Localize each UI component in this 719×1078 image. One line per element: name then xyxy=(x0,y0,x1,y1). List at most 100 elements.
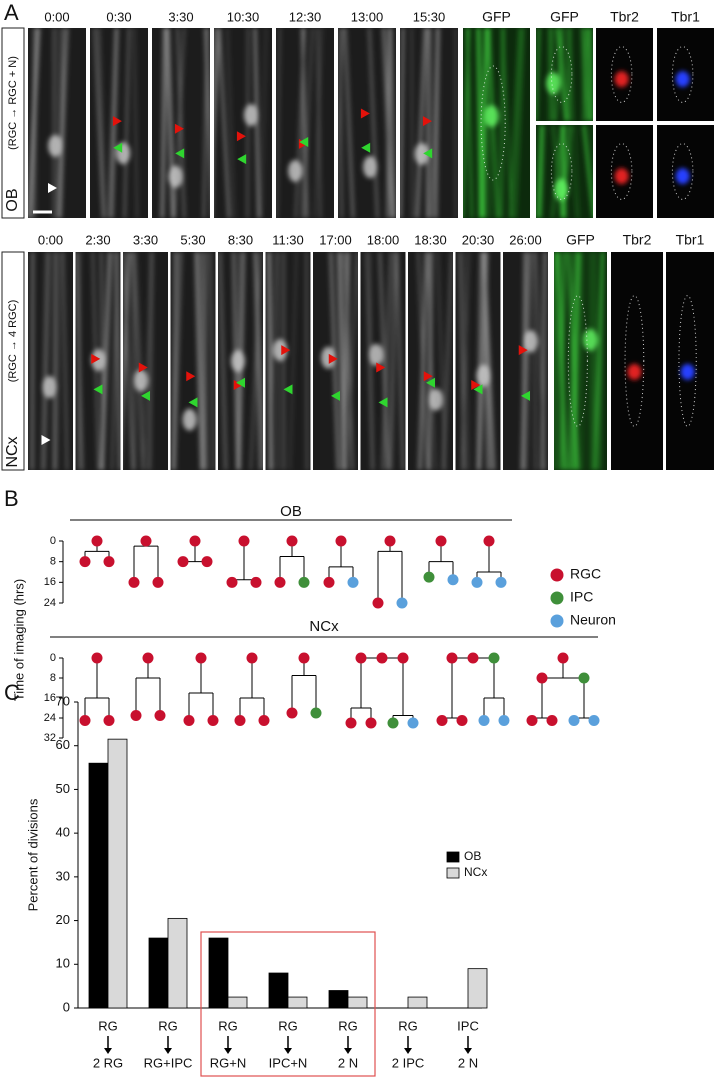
cell-process xyxy=(426,28,431,218)
x-tick-label: RG xyxy=(398,1018,418,1033)
cell-process xyxy=(514,28,525,218)
arrowhead xyxy=(518,345,528,356)
nucleus xyxy=(614,71,629,88)
cell-process xyxy=(226,28,235,218)
arrowhead xyxy=(236,131,246,142)
cell-node xyxy=(91,652,103,664)
legend-marker xyxy=(550,591,564,605)
cell-process xyxy=(343,28,355,218)
cell-node xyxy=(436,715,448,726)
cell-process xyxy=(509,28,522,218)
arrowhead xyxy=(378,397,388,408)
arrowhead xyxy=(186,371,196,382)
arrowhead xyxy=(281,345,291,356)
bar xyxy=(287,996,308,1009)
cell-process xyxy=(555,28,568,121)
arrowhead xyxy=(174,123,184,134)
nucleus xyxy=(614,168,629,185)
cell-body xyxy=(523,330,538,353)
cell-process xyxy=(539,252,548,470)
cell-process xyxy=(378,252,390,470)
nucleus xyxy=(675,71,690,88)
micrograph xyxy=(455,252,501,470)
cell-body xyxy=(369,343,384,366)
category-arrowhead xyxy=(104,1048,112,1054)
time-label: 13:00 xyxy=(351,9,384,24)
x-tick-label: RG xyxy=(338,1018,358,1033)
highlight-box xyxy=(200,931,376,1077)
cell-body xyxy=(42,376,57,399)
cell-node xyxy=(91,535,103,547)
cell-process xyxy=(218,252,228,470)
arrowhead xyxy=(237,154,247,165)
image-content xyxy=(627,363,642,380)
cell-node xyxy=(376,652,388,664)
y-tick-label: 0 xyxy=(50,535,56,547)
bar xyxy=(208,937,229,1009)
cell-node xyxy=(246,652,258,664)
micrograph xyxy=(90,28,148,218)
cell-process xyxy=(41,252,47,470)
image-bg xyxy=(123,252,168,470)
image-content xyxy=(171,252,216,470)
cell-node xyxy=(298,652,310,664)
cell-node xyxy=(384,535,396,547)
y-tick-label: 30 xyxy=(56,868,70,883)
bar xyxy=(268,972,289,1009)
cell-node xyxy=(557,652,569,664)
cell-body xyxy=(168,165,183,188)
cell-process xyxy=(427,252,433,470)
cell-process xyxy=(417,252,429,470)
y-tick-label: 32 xyxy=(44,732,56,744)
cell-node xyxy=(578,672,590,684)
cell-body xyxy=(182,408,197,431)
y-tick-label: 8 xyxy=(50,556,56,568)
y-tick-label: 70 xyxy=(56,693,70,708)
y-tick-label: 8 xyxy=(50,672,56,684)
cell-process xyxy=(123,252,131,423)
category-arrowhead xyxy=(464,1048,472,1054)
x-tick-label: IPC+N xyxy=(269,1055,308,1070)
stain-label: GFP xyxy=(482,9,511,25)
cell-process xyxy=(194,252,205,470)
row-label-box xyxy=(1,27,25,219)
time-label: 15:30 xyxy=(413,9,446,24)
cell-body xyxy=(476,364,491,387)
legend-swatch xyxy=(446,851,460,863)
micrograph xyxy=(408,252,453,470)
cell-process xyxy=(267,252,273,470)
cell-process xyxy=(563,125,567,218)
cell-process xyxy=(395,252,405,470)
arrowhead xyxy=(299,137,309,147)
cell-node xyxy=(234,715,246,726)
y-tick-label: 16 xyxy=(44,576,56,588)
cell-process xyxy=(410,28,414,218)
image-content xyxy=(536,125,593,218)
micrograph xyxy=(666,252,714,470)
row-lineage: (RGC → 4 RGC) xyxy=(7,300,19,383)
cell-node xyxy=(483,535,495,547)
x-tick-label: 2 N xyxy=(338,1055,358,1070)
cell-process xyxy=(58,28,69,218)
cell-process xyxy=(55,28,59,218)
cell-body xyxy=(134,369,149,392)
image-content xyxy=(614,168,629,185)
cell-process xyxy=(598,252,604,470)
row-region: OB xyxy=(4,188,21,211)
cell-node xyxy=(286,707,298,719)
x-tick-label: RG+N xyxy=(210,1055,246,1070)
micrograph xyxy=(218,252,263,470)
cell-body xyxy=(546,72,561,95)
cell-body xyxy=(583,328,598,351)
micrograph xyxy=(596,125,653,218)
y-tick-label: 0 xyxy=(50,652,56,664)
image-content xyxy=(675,168,690,185)
cell-process xyxy=(132,252,144,470)
cell-process xyxy=(172,252,183,470)
image-content xyxy=(123,252,154,470)
cell-node xyxy=(365,717,377,729)
cell-body xyxy=(484,105,499,128)
arrowhead xyxy=(328,353,338,364)
y-axis-label: Percent of divisions xyxy=(25,798,40,911)
cell-process xyxy=(458,252,466,470)
